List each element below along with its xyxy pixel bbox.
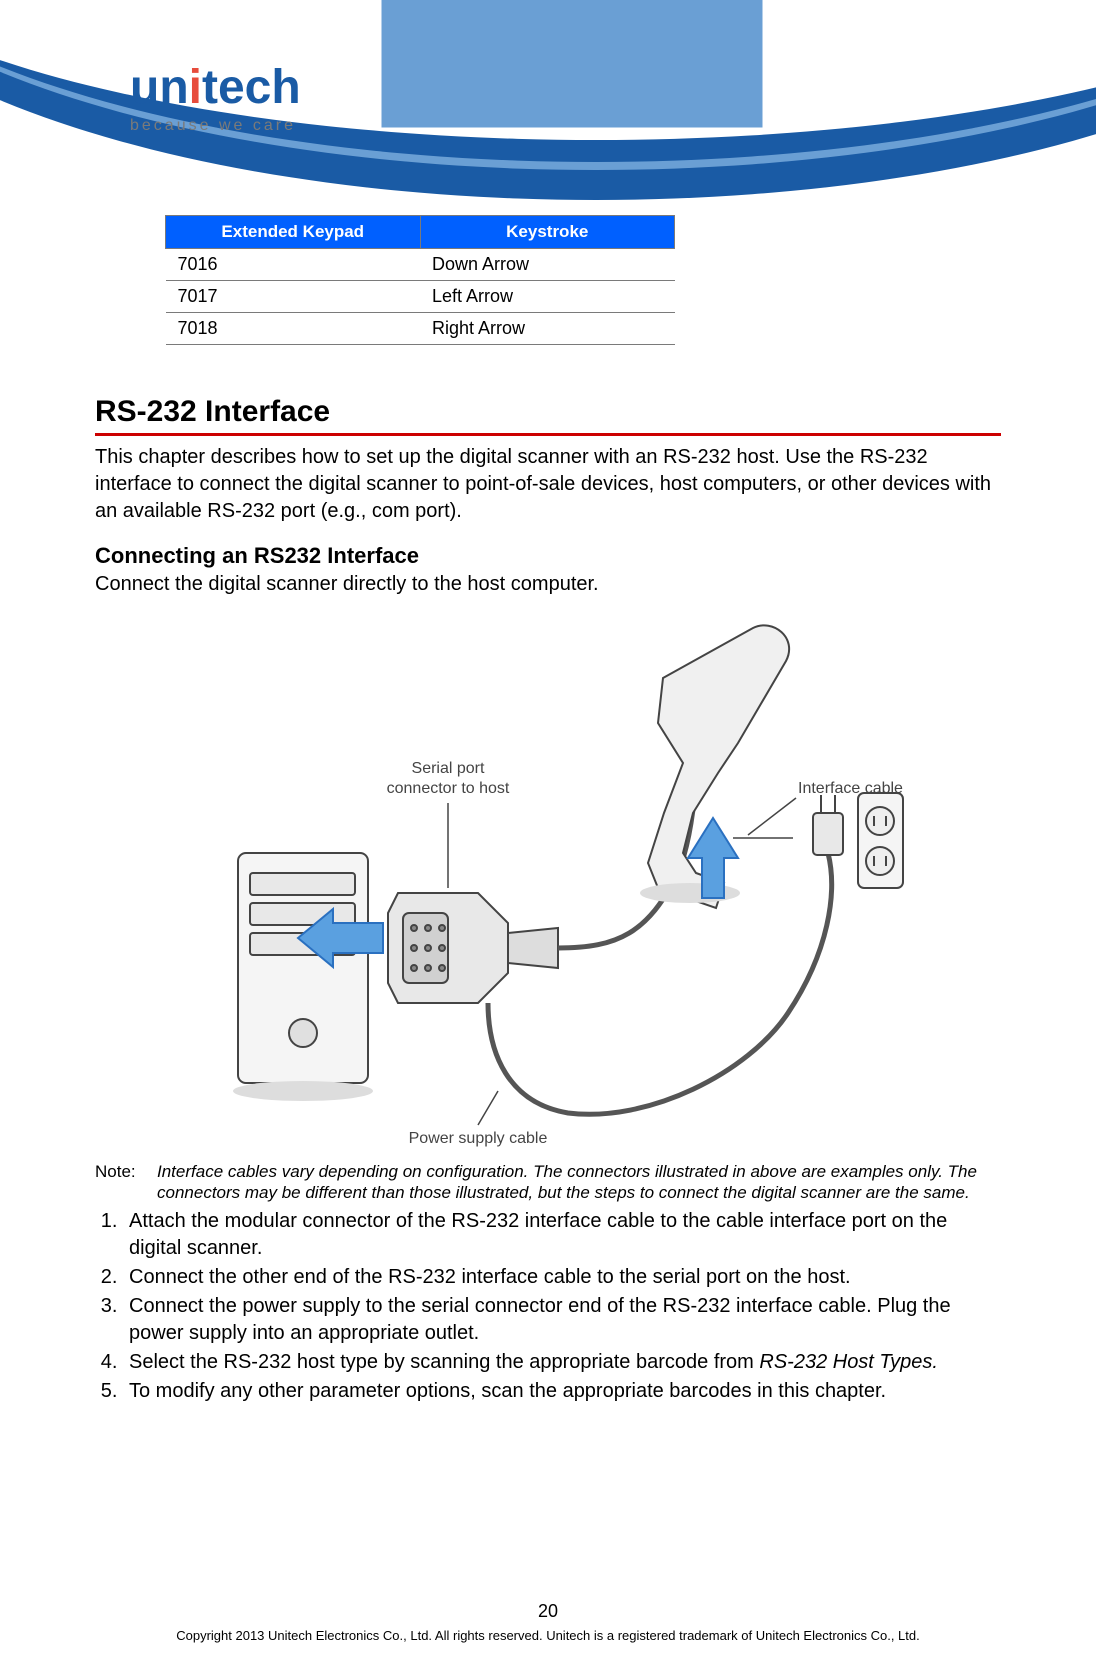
cell-code: 7016 xyxy=(166,249,421,281)
table-row: 7017 Left Arrow xyxy=(166,281,675,313)
step-3: Connect the power supply to the serial c… xyxy=(123,1293,1001,1347)
label-line xyxy=(748,798,796,835)
cell-code: 7018 xyxy=(166,313,421,345)
logo-text: unitech xyxy=(130,60,1096,115)
serial-connector-icon xyxy=(388,893,558,1003)
cell-keystroke: Right Arrow xyxy=(420,313,675,345)
section-title: RS-232 Interface xyxy=(95,395,1001,436)
cell-keystroke: Down Arrow xyxy=(420,249,675,281)
table-row: 7016 Down Arrow xyxy=(166,249,675,281)
step-1: Attach the modular connector of the RS-2… xyxy=(123,1208,1001,1262)
logo-tagline: because we care xyxy=(130,117,1096,135)
table-header-keystroke: Keystroke xyxy=(420,216,675,249)
note-label: Note: xyxy=(95,1161,157,1204)
note-text: Interface cables vary depending on confi… xyxy=(157,1161,1001,1204)
diagram-svg: Serial port connector to host Interface … xyxy=(188,613,908,1153)
keypad-table: Extended Keypad Keystroke 7016 Down Arro… xyxy=(165,215,675,345)
sub-text: Connect the digital scanner directly to … xyxy=(95,571,1001,598)
steps-list: Attach the modular connector of the RS-2… xyxy=(95,1208,1001,1405)
step-4: Select the RS-232 host type by scanning … xyxy=(123,1349,1001,1376)
label-serial-port-2: connector to host xyxy=(387,780,510,797)
label-serial-port: Serial port xyxy=(412,760,485,777)
logo-pre: un xyxy=(130,61,189,114)
step-4a: Select the RS-232 host type by scanning … xyxy=(129,1351,759,1373)
connection-diagram: Serial port connector to host Interface … xyxy=(188,613,908,1153)
host-computer-icon xyxy=(233,853,373,1101)
label-line xyxy=(478,1091,498,1125)
table-header-keypad: Extended Keypad xyxy=(166,216,421,249)
note: Note: Interface cables vary depending on… xyxy=(95,1161,1001,1204)
page-number: 20 xyxy=(0,1601,1096,1622)
cell-code: 7017 xyxy=(166,281,421,313)
step-2: Connect the other end of the RS-232 inte… xyxy=(123,1264,1001,1291)
sub-title: Connecting an RS232 Interface xyxy=(95,543,1001,569)
copyright: Copyright 2013 Unitech Electronics Co., … xyxy=(0,1628,1096,1643)
label-power-supply: Power supply cable xyxy=(409,1130,548,1147)
footer: 20 Copyright 2013 Unitech Electronics Co… xyxy=(0,1601,1096,1643)
power-plug-icon xyxy=(813,795,843,855)
table-row: 7018 Right Arrow xyxy=(166,313,675,345)
section-intro: This chapter describes how to set up the… xyxy=(95,444,1001,525)
logo: unitech because we care xyxy=(0,0,1096,135)
wall-outlet-icon xyxy=(858,793,903,888)
label-interface-cable: Interface cable xyxy=(798,780,903,797)
logo-i: i xyxy=(189,61,202,114)
step-5: To modify any other parameter options, s… xyxy=(123,1378,1001,1405)
cell-keystroke: Left Arrow xyxy=(420,281,675,313)
logo-post: tech xyxy=(202,61,301,114)
step-4b: RS-232 Host Types. xyxy=(759,1351,938,1373)
